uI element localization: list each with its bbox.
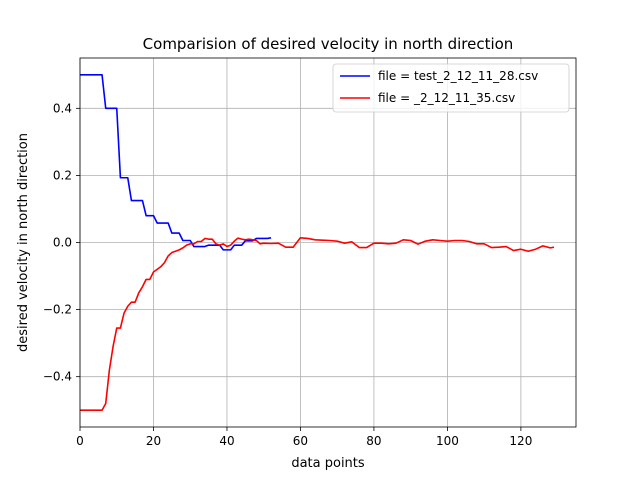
chart-title: Comparision of desired velocity in north… [143, 35, 514, 53]
y-tick-label: 0.0 [53, 236, 72, 250]
x-tick-label: 0 [76, 434, 84, 448]
y-tick-label: 0.2 [53, 168, 72, 182]
x-tick-label: 100 [436, 434, 459, 448]
y-tick-label: −0.2 [43, 303, 72, 317]
series-line-1 [80, 73, 272, 251]
y-tick-label: −0.4 [43, 370, 72, 384]
y-axis-label: desired velocity in north direction [16, 133, 31, 352]
x-tick-label: 80 [366, 434, 381, 448]
legend-label-series-1: file = test_2_12_11_28.csv [378, 69, 538, 83]
series-layer [80, 73, 555, 412]
x-tick-label: 40 [219, 434, 234, 448]
legend-label-series-2: file = _2_12_11_35.csv [378, 91, 515, 105]
y-tick-label: 0.4 [53, 101, 72, 115]
x-axis-label: data points [291, 456, 365, 471]
x-tick-label: 60 [293, 434, 308, 448]
x-tick-label: 120 [509, 434, 532, 448]
legend: file = test_2_12_11_28.csv file = _2_12_… [332, 63, 570, 113]
ticks: 0 20 40 60 80 100 120 −0.4 −0.2 0.0 0.2 0.4 [43, 101, 532, 448]
series-line-2 [80, 237, 555, 412]
legend-box [332, 63, 570, 113]
x-tick-label: 20 [146, 434, 161, 448]
grid [79, 58, 576, 427]
